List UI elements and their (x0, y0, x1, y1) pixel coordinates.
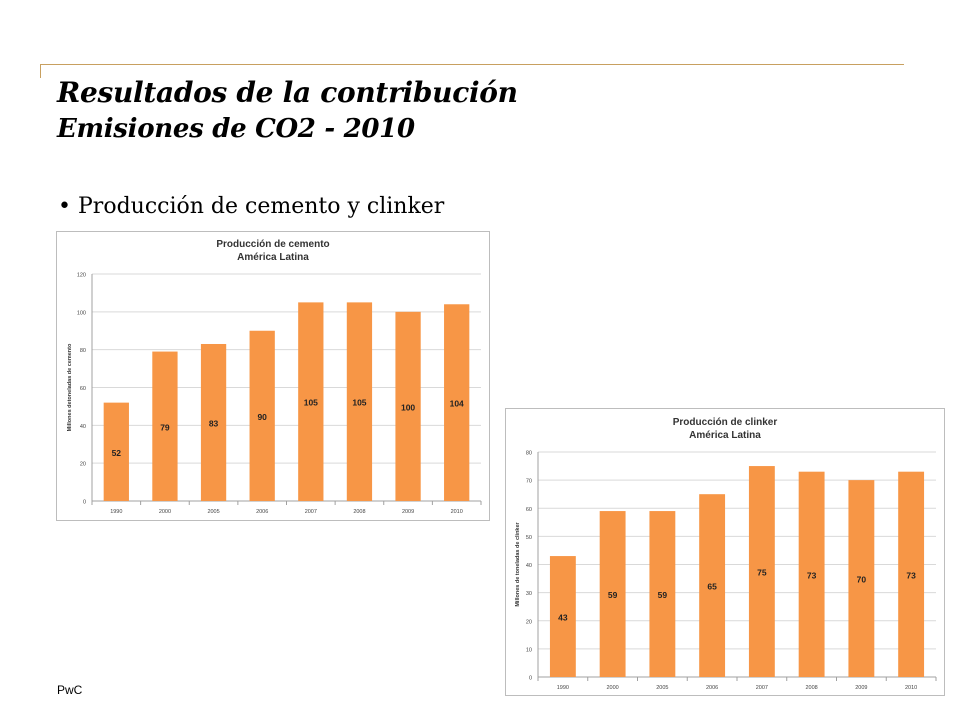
x-tick-label: 2000 (159, 509, 171, 515)
x-tick-label: 2010 (451, 509, 463, 515)
x-tick-label: 2006 (706, 685, 718, 691)
slide-title: Resultados de la contribución (57, 76, 518, 109)
x-tick-label: 2005 (656, 685, 668, 691)
bar-2000 (599, 511, 626, 677)
x-tick-label: 1990 (110, 509, 122, 515)
bar-2006 (249, 330, 275, 501)
x-tick-label: 2008 (353, 509, 365, 515)
slide-subtitle: Emisiones de CO2 - 2010 (57, 114, 415, 144)
y-tick-label: 40 (80, 424, 86, 430)
bar-value-label: 73 (807, 570, 817, 580)
y-axis-label: Millones de toneladas de clinker (515, 521, 521, 606)
x-tick-label: 2000 (607, 685, 619, 691)
y-tick-label: 10 (526, 647, 532, 653)
bar-2007 (748, 466, 775, 677)
y-tick-label: 80 (526, 451, 532, 457)
x-tick-label: 2008 (806, 685, 818, 691)
x-tick-label: 2005 (207, 509, 219, 515)
bar-value-label: 79 (160, 422, 170, 432)
x-tick-label: 2010 (905, 685, 917, 691)
x-tick-label: 2009 (855, 685, 867, 691)
bar-value-label: 104 (450, 399, 464, 409)
bar-value-label: 59 (608, 590, 618, 600)
bar-value-label: 73 (906, 570, 916, 580)
clinker-chart-panel: Producción de clinker América Latina 0 10 20… (505, 408, 945, 696)
header-rule-tick (40, 64, 41, 78)
x-tick-label: 2007 (305, 509, 317, 515)
bar-2000 (152, 351, 178, 501)
bar-1990 (103, 402, 129, 501)
y-tick-label: 60 (80, 386, 86, 392)
header-rule (40, 64, 904, 65)
y-tick-label: 20 (80, 462, 86, 468)
bar-2009 (395, 311, 421, 501)
x-tick-label: 2006 (256, 509, 268, 515)
cement-chart: Producción de cemento América Latina 0 20 40… (67, 239, 482, 515)
bar-value-label: 83 (209, 418, 219, 428)
y-tick-label: 60 (526, 507, 532, 513)
chart-subtitle: América Latina (237, 252, 309, 263)
y-tick-label: 0 (83, 500, 86, 506)
bar-2009 (848, 480, 875, 677)
bullet-item: • Producción de cemento y clinker (58, 194, 444, 219)
x-tick-label: 2009 (402, 509, 414, 515)
bar-value-label: 52 (112, 448, 122, 458)
x-tick-label: 1990 (557, 685, 569, 691)
bullet-text: Producción de cemento y clinker (78, 194, 445, 219)
y-tick-label: 0 (529, 676, 532, 682)
y-tick-label: 100 (77, 310, 86, 316)
bar-value-label: 105 (352, 398, 366, 408)
y-tick-label: 70 (526, 479, 532, 485)
footer-brand: PwC (57, 683, 83, 697)
bar-1990 (549, 556, 576, 677)
bar-2005 (200, 343, 227, 501)
y-tick-label: 20 (526, 619, 532, 625)
clinker-chart: Producción de clinker América Latina 0 10 20… (515, 417, 937, 691)
bar-value-label: 75 (757, 568, 767, 578)
y-axis-label: Millones detoneladas de cemento (67, 343, 73, 431)
bar-2010 (444, 304, 470, 501)
bar-2008 (798, 471, 825, 677)
y-tick-label: 30 (526, 591, 532, 597)
y-tick-label: 40 (526, 563, 532, 569)
bullet-dot-icon: • (58, 194, 71, 219)
bar-value-label: 100 (401, 402, 415, 412)
chart-subtitle: América Latina (689, 430, 761, 441)
bar-value-label: 105 (304, 398, 318, 408)
bar-value-label: 43 (558, 613, 568, 623)
bar-2005 (649, 511, 676, 677)
bar-2006 (699, 494, 726, 677)
y-tick-label: 50 (526, 535, 532, 541)
y-tick-label: 120 (77, 273, 86, 279)
bar-2008 (346, 302, 373, 501)
bar-2007 (298, 302, 324, 501)
x-tick-label: 2007 (756, 685, 768, 691)
bar-value-label: 59 (658, 590, 668, 600)
y-tick-label: 80 (80, 348, 86, 354)
chart-title: Producción de clinker (673, 417, 778, 428)
chart-title: Producción de cemento (216, 239, 329, 250)
bar-value-label: 70 (857, 575, 867, 585)
bar-value-label: 90 (257, 412, 267, 422)
bar-value-label: 65 (707, 582, 717, 592)
bar-2010 (898, 471, 925, 677)
cement-chart-panel: Producción de cemento América Latina 0 20 40… (56, 231, 490, 521)
